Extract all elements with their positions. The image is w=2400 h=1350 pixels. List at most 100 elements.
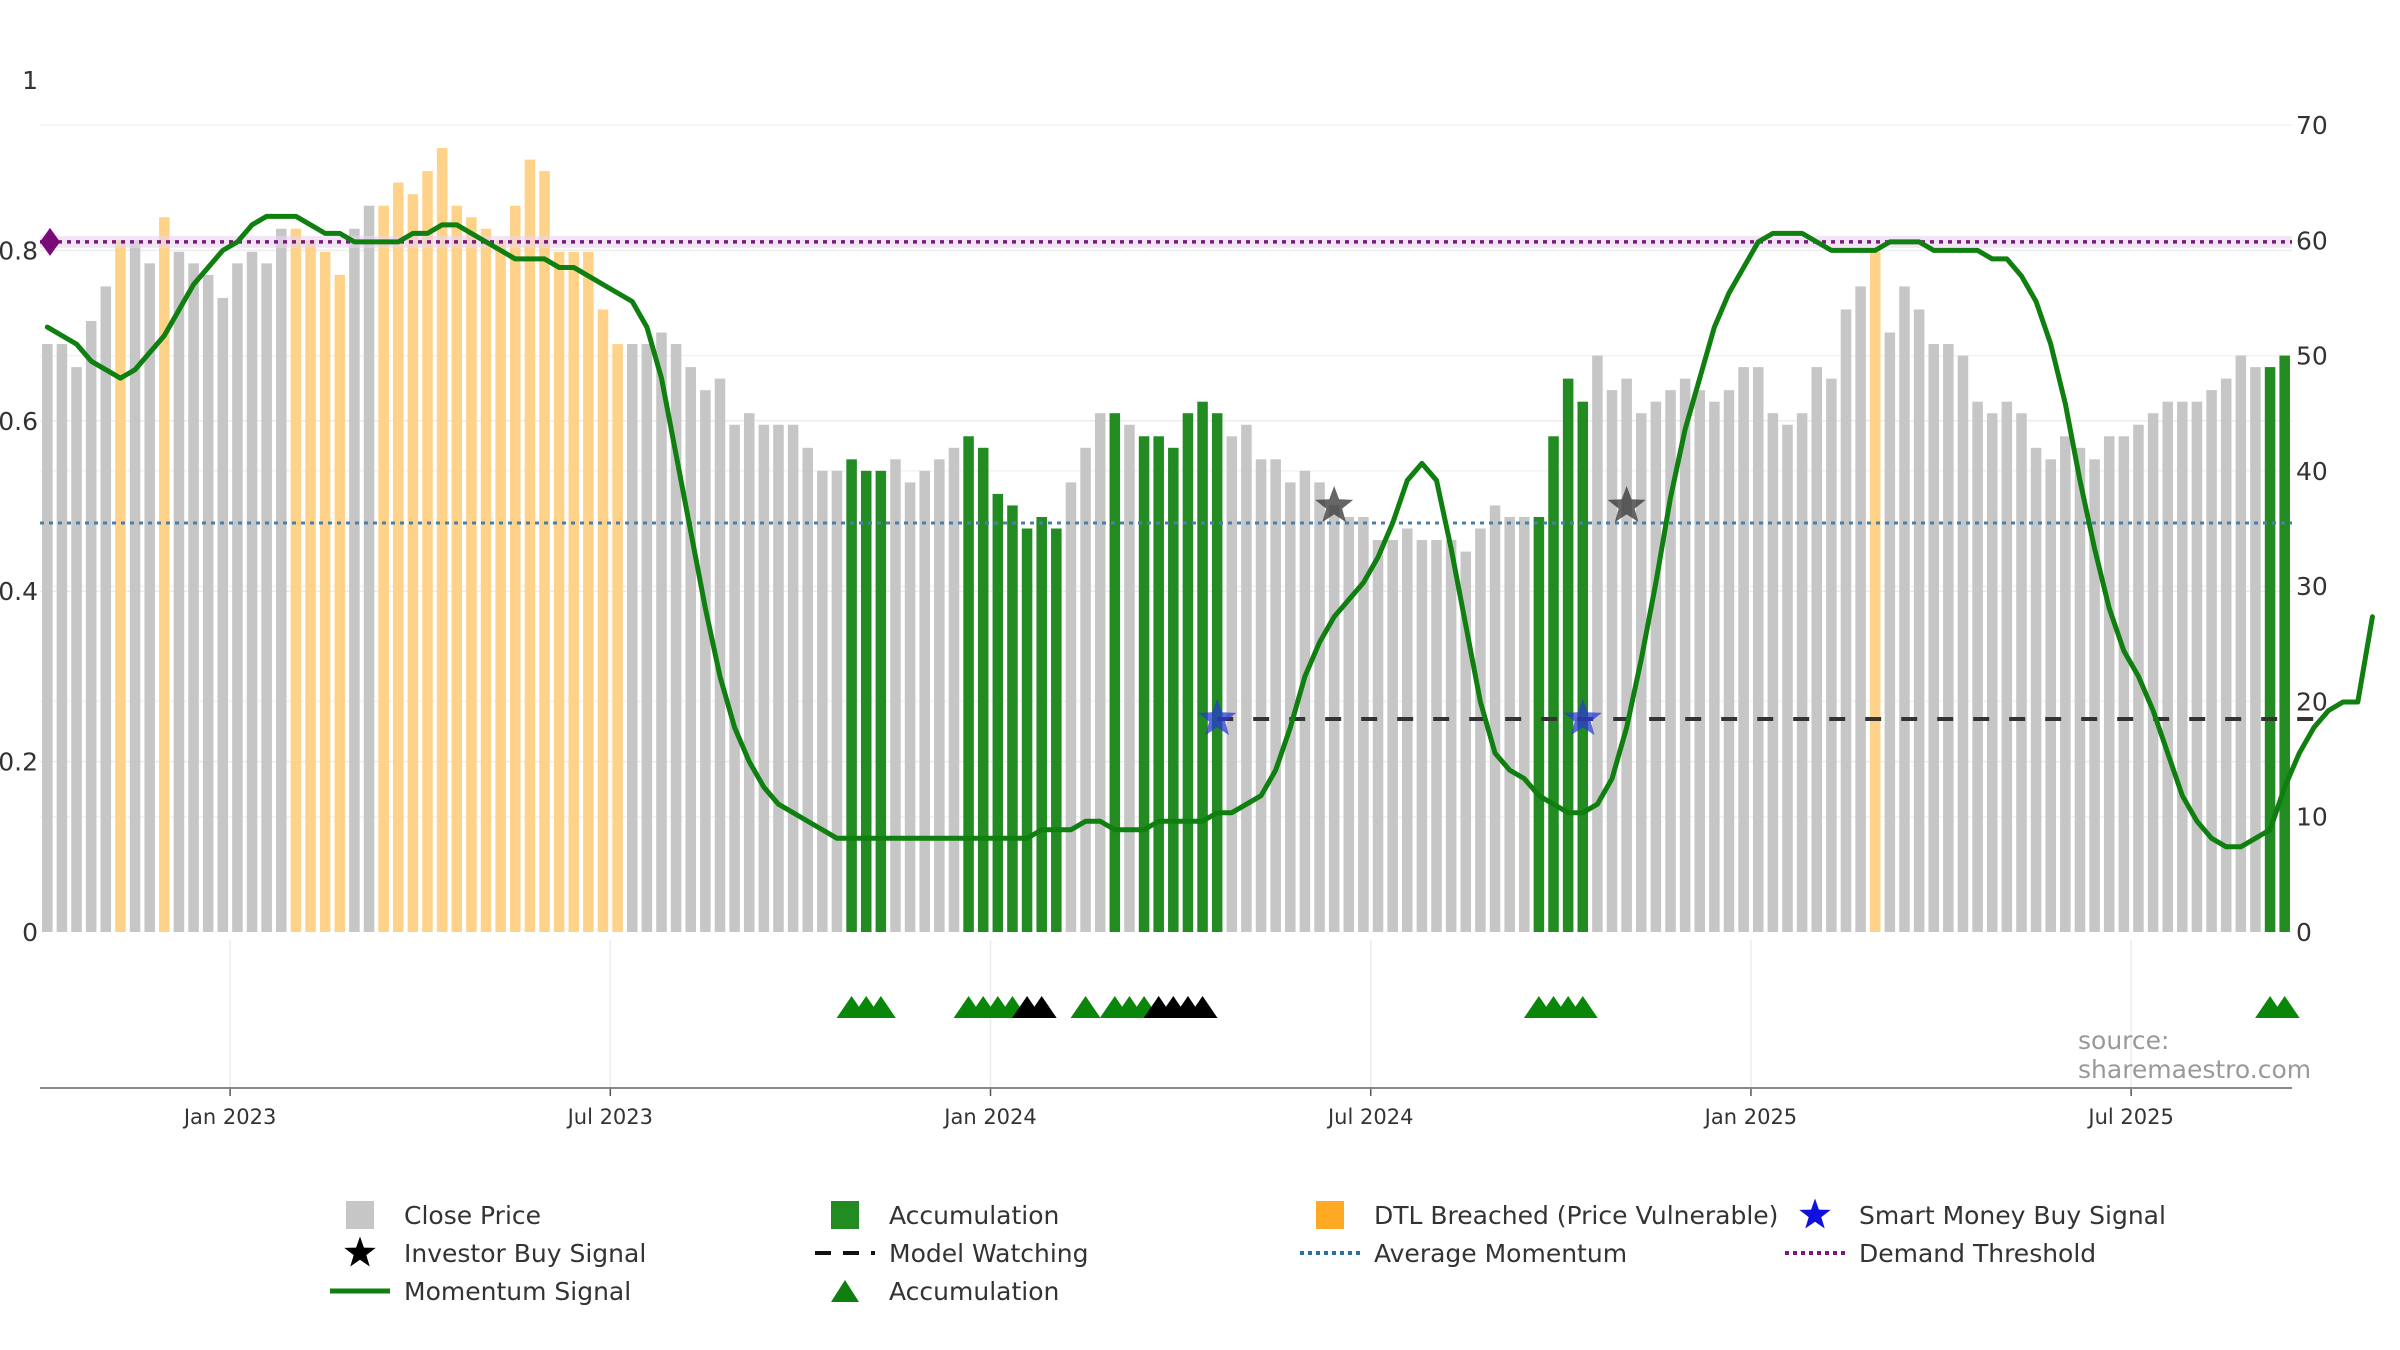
close-price-bar — [1913, 309, 1925, 932]
dtl-breached-bar — [495, 240, 506, 933]
close-price-bar — [743, 413, 755, 932]
close-price-bar — [2030, 447, 2042, 932]
accumulation-bar — [1562, 378, 1574, 933]
smart-money-star — [1563, 699, 1602, 736]
accumulation-marker-green — [1070, 996, 1101, 1018]
close-price-bar — [2177, 401, 2188, 933]
dtl-breached-bar — [583, 251, 594, 933]
close-price-bar — [1416, 540, 1428, 932]
y-tick-label-right: 40 — [2296, 457, 2328, 486]
accumulation-bar — [2279, 355, 2290, 933]
investor-star — [1607, 486, 1646, 523]
legend-item-smart-money: Smart Money Buy Signal — [1785, 1198, 2166, 1230]
close-price-bar — [1343, 516, 1355, 932]
close-price-bar — [1445, 540, 1457, 932]
dtl-breached-bar — [612, 344, 623, 932]
dtl-breached-bar — [466, 217, 477, 932]
close-price-bar — [1957, 355, 1969, 933]
y-tick-label-left: 0.8 — [0, 236, 38, 265]
close-price-bar — [1270, 459, 1281, 932]
close-price-bar — [1782, 424, 1793, 932]
close-price-bar — [1475, 528, 1486, 932]
legend-label: Momentum Signal — [404, 1276, 632, 1306]
legend-label: Demand Threshold — [1859, 1238, 2097, 1268]
close-price-bar — [349, 228, 360, 932]
close-price-bar — [1124, 424, 1135, 932]
legend-green-line-icon — [330, 1276, 390, 1306]
close-price-bar — [1899, 286, 1910, 932]
dtl-breached-bar — [334, 274, 346, 932]
accumulation-bar — [1197, 401, 1208, 933]
close-price-bar — [2074, 447, 2086, 932]
close-price-bar — [626, 344, 638, 932]
accumulation-marker-green — [1567, 996, 1598, 1018]
legend-label: Model Watching — [889, 1238, 1089, 1268]
investor-star — [1315, 486, 1354, 523]
close-price-bar — [1694, 390, 1706, 933]
close-price-bar — [2191, 401, 2203, 933]
accumulation-bar — [875, 470, 887, 932]
close-price-bar — [1621, 378, 1632, 933]
accumulation-bar — [1577, 401, 1589, 933]
y-tick-label-right: 20 — [2296, 687, 2328, 716]
close-price-bar — [685, 367, 697, 933]
demand-threshold-diamond — [40, 227, 60, 256]
dtl-breached-bar — [305, 240, 316, 933]
close-price-bar — [1241, 424, 1252, 932]
close-price-bar — [1679, 378, 1691, 933]
close-price-bar — [2235, 355, 2247, 933]
legend-purple-dotted-icon — [1785, 1238, 1845, 1268]
close-price-bar — [1752, 367, 1764, 933]
accumulation-marker-black — [1187, 996, 1218, 1018]
dtl-breached-bar — [524, 159, 536, 933]
legend-green-triangle-icon — [815, 1276, 875, 1306]
x-tick-label: Jan 2024 — [942, 1105, 1037, 1129]
legend-blue-star-icon — [1785, 1198, 1845, 1230]
accumulation-bar — [977, 447, 989, 932]
accumulation-bar — [1007, 505, 1018, 932]
accumulation-bar — [1036, 516, 1047, 932]
accumulation-bar — [1021, 528, 1033, 932]
close-price-bar — [1796, 413, 1808, 932]
close-price-bar — [129, 240, 141, 933]
close-price-bar — [1387, 540, 1398, 932]
legend-label: Investor Buy Signal — [404, 1238, 647, 1268]
accumulation-bar — [1168, 447, 1179, 932]
close-price-bar — [1972, 401, 1983, 933]
close-price-bar — [1226, 436, 1238, 932]
close-price-bar — [2060, 436, 2071, 932]
close-price-bar — [1299, 470, 1311, 932]
close-price-bar — [758, 424, 770, 932]
legend-label: Close Price — [404, 1200, 542, 1230]
close-price-bar — [173, 251, 185, 933]
accumulation-bar — [2264, 367, 2276, 933]
close-price-bar — [1592, 355, 1603, 933]
close-price-bar — [2250, 367, 2261, 933]
dtl-breached-bar — [115, 240, 126, 933]
close-price-bar — [232, 263, 243, 932]
close-price-bar — [202, 274, 214, 932]
close-price-bar — [42, 344, 53, 932]
dtl-breached-bar — [553, 251, 565, 933]
close-price-bar — [919, 470, 930, 932]
dtl-breached-bar — [407, 194, 419, 932]
accumulation-bar — [846, 459, 857, 932]
accumulation-bar — [1051, 528, 1062, 932]
legend-item-momentum-signal: Momentum Signal — [330, 1276, 631, 1306]
legend-black-dash-icon — [815, 1238, 875, 1268]
close-price-bar — [948, 447, 960, 932]
x-tick-label: Jul 2024 — [1326, 1105, 1413, 1129]
close-price-bar — [1986, 413, 1998, 932]
dtl-breached-bar — [480, 228, 492, 932]
accumulation-marker-black — [1026, 996, 1057, 1018]
legend-item-demand-threshold: Demand Threshold — [1785, 1238, 2096, 1268]
x-tick-label: Jan 2025 — [1703, 1105, 1798, 1129]
close-price-bar — [1065, 482, 1077, 932]
close-price-bar — [2206, 390, 2217, 933]
close-price-bar — [2089, 459, 2100, 932]
close-price-bar — [1431, 540, 1442, 932]
close-price-bar — [670, 344, 682, 932]
accumulation-bar — [1109, 413, 1121, 932]
close-price-bar — [1709, 401, 1720, 933]
